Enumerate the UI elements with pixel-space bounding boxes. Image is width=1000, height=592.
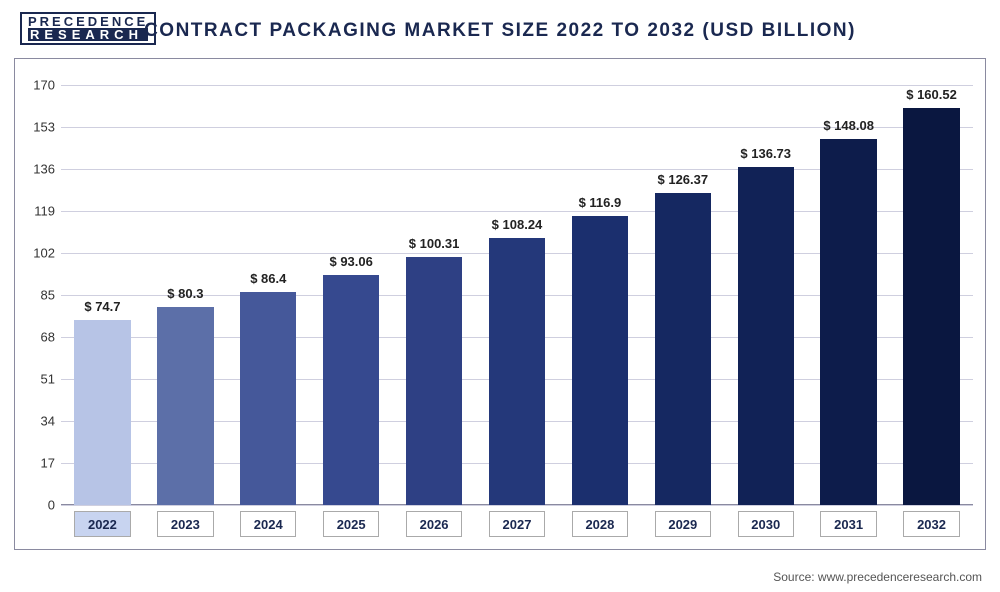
bar: $ 74.7	[74, 320, 130, 505]
bar-value-label: $ 148.08	[823, 118, 874, 133]
y-tick-label: 17	[21, 456, 55, 471]
chart-title: CONTRACT PACKAGING MARKET SIZE 2022 TO 2…	[0, 20, 1000, 42]
chart-frame: 0 17 34 51 68 85 102 119 136 153 170 $ 74.7 $ 80.3 $ …	[14, 58, 986, 550]
x-axis-labels: 2022 2023 2024 2025 2026 2027 2028 2029 2030 2031…	[61, 511, 973, 539]
bar-value-label: $ 116.9	[579, 195, 622, 210]
grid-line	[61, 505, 973, 506]
bar: $ 148.08	[820, 139, 876, 505]
bar-value-label: $ 108.24	[492, 217, 543, 232]
bar: $ 93.06	[323, 275, 379, 505]
y-tick-label: 136	[21, 162, 55, 177]
bar-value-label: $ 74.7	[84, 299, 120, 314]
bar-value-label: $ 160.52	[906, 87, 957, 102]
bar-value-label: $ 86.4	[250, 271, 286, 286]
y-tick-label: 153	[21, 120, 55, 135]
x-tick-label: 2023	[157, 511, 213, 537]
x-tick-label: 2022	[74, 511, 130, 537]
y-tick-label: 68	[21, 330, 55, 345]
x-tick-label: 2030	[738, 511, 794, 537]
bar-value-label: $ 93.06	[329, 254, 372, 269]
x-tick-label: 2031	[820, 511, 876, 537]
bar: $ 160.52	[903, 108, 959, 505]
bar: $ 100.31	[406, 257, 462, 505]
x-tick-label: 2027	[489, 511, 545, 537]
bar-value-label: $ 100.31	[409, 236, 460, 251]
bar: $ 136.73	[738, 167, 794, 505]
source-text: Source: www.precedenceresearch.com	[773, 570, 982, 584]
x-tick-label: 2032	[903, 511, 959, 537]
plot-area: 01734516885102119136153170$ 74.7$ 80.3$ …	[61, 85, 973, 505]
bar: $ 116.9	[572, 216, 628, 505]
y-tick-label: 0	[21, 498, 55, 513]
x-tick-label: 2028	[572, 511, 628, 537]
bar-value-label: $ 126.37	[658, 172, 709, 187]
bar: $ 126.37	[655, 193, 711, 505]
y-tick-label: 170	[21, 78, 55, 93]
x-tick-label: 2025	[323, 511, 379, 537]
grid-line	[61, 85, 973, 86]
y-tick-label: 34	[21, 414, 55, 429]
y-tick-label: 51	[21, 372, 55, 387]
bar: $ 80.3	[157, 307, 213, 505]
y-tick-label: 85	[21, 288, 55, 303]
x-tick-label: 2024	[240, 511, 296, 537]
bar: $ 108.24	[489, 238, 545, 505]
y-tick-label: 119	[21, 204, 55, 219]
x-tick-label: 2029	[655, 511, 711, 537]
y-tick-label: 102	[21, 246, 55, 261]
x-tick-label: 2026	[406, 511, 462, 537]
bar-value-label: $ 136.73	[740, 146, 791, 161]
bar: $ 86.4	[240, 292, 296, 505]
bar-value-label: $ 80.3	[167, 286, 203, 301]
